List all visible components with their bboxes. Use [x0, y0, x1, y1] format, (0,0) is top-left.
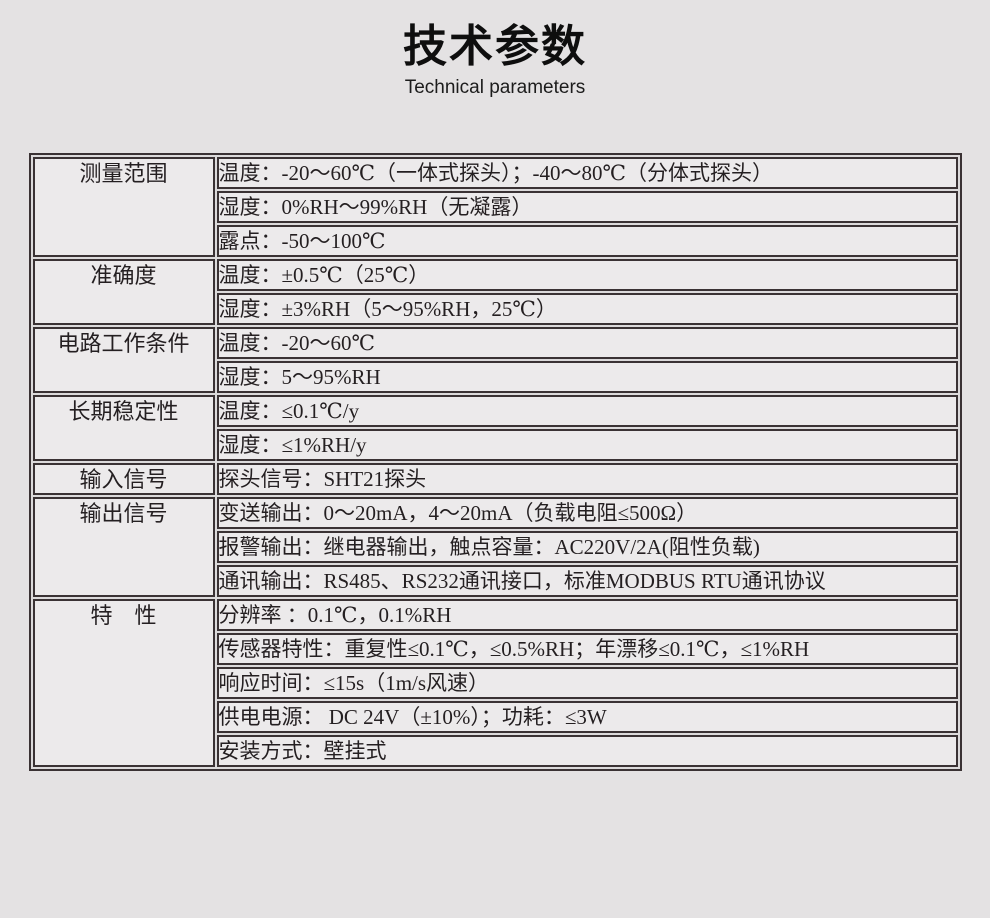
param-value-cell: 安装方式：壁挂式: [216, 734, 958, 767]
table-row: 安装方式：壁挂式: [33, 734, 958, 767]
param-group-label-text: 准确度: [90, 262, 157, 288]
param-group-label-text: 测量范围: [79, 160, 168, 186]
param-value-cell: 湿度：±3%RH（5～95%RH，25℃）: [216, 292, 958, 325]
page-subtitle: Technical parameters: [404, 76, 586, 98]
table-row: 准确度 温度：±0.5℃（25℃）: [32, 258, 958, 325]
table-row: 测量范围 温度：-20～60℃（一体式探头）；-40～80℃（分体式探头）: [32, 156, 958, 257]
param-group-label-text: 长期稳定性: [68, 398, 179, 424]
param-group-label: 输出信号: [32, 496, 215, 597]
table-row: 报警输出：继电器输出，触点容量：AC220V/2A(阻性负载): [33, 530, 958, 563]
table-row: 特 性 分辨率 ：0.1℃，0.1%RH: [32, 598, 958, 767]
param-group-label-text: 输出信号: [79, 500, 168, 526]
table-row: 供电电源： DC 24V（±10%）；功耗：≤3W: [33, 700, 958, 733]
param-group-label: 输入信号: [32, 462, 215, 495]
table-row: 响应时间：≤15s（1m/s风速）: [33, 666, 958, 699]
tech-params-table-body: 测量范围 温度：-20～60℃（一体式探头）；-40～80℃（分体式探头） 湿度：0…: [32, 156, 958, 767]
param-value-cell: 温度：-20～60℃（一体式探头）；-40～80℃（分体式探头）: [216, 156, 958, 189]
tech-params-table: 测量范围 温度：-20～60℃（一体式探头）；-40～80℃（分体式探头） 湿度：0…: [28, 152, 962, 771]
param-group-label: 测量范围: [32, 156, 215, 257]
table-row: 输出信号 变送输出：0～20mA，4～20mA（负载电阻≤500Ω）: [32, 496, 958, 597]
param-value-cell: 供电电源： DC 24V（±10%）；功耗：≤3W: [216, 700, 958, 733]
param-value-cell: 探头信号：SHT21探头: [216, 462, 958, 495]
param-group-label-text: 特 性: [90, 602, 157, 628]
param-group-label: 准确度: [32, 258, 215, 325]
table-row: 通讯输出：RS485、RS232通讯接口，标准MODBUS RTU通讯协议: [33, 564, 958, 597]
table-row: 输入信号 探头信号：SHT21探头: [32, 462, 958, 495]
param-value-cell: 传感器特性：重复性≤0.1℃，≤0.5%RH；年漂移≤0.1℃，≤1%RH: [216, 632, 958, 665]
param-value-cell: 湿度：0%RH～99%RH（无凝露）: [216, 190, 958, 223]
param-value-cell: 分辨率 ：0.1℃，0.1%RH: [216, 598, 958, 631]
table-row: 湿度：±3%RH（5～95%RH，25℃）: [33, 292, 958, 325]
param-value-cell: 温度：≤0.1℃/y: [216, 394, 958, 427]
param-value-cell: 湿度：5～95%RH: [216, 360, 958, 393]
param-group-label: 长期稳定性: [32, 394, 215, 461]
table-row: 湿度：5～95%RH: [33, 360, 958, 393]
page-header: 技术参数 Technical parameters: [0, 0, 990, 99]
param-value-cell: 报警输出：继电器输出，触点容量：AC220V/2A(阻性负载): [216, 530, 958, 563]
page-title: 技术参数: [403, 22, 587, 71]
param-group-label-text: 电路工作条件: [57, 330, 190, 356]
param-value-cell: 变送输出：0～20mA，4～20mA（负载电阻≤500Ω）: [216, 496, 958, 529]
table-row: 露点：-50～100℃: [33, 224, 958, 257]
param-value-cell: 温度：±0.5℃（25℃）: [216, 258, 958, 291]
param-group-label: 电路工作条件: [32, 326, 215, 393]
param-group-label-text: 输入信号: [79, 466, 168, 492]
param-group-label: 特 性: [32, 598, 215, 767]
param-value-cell: 通讯输出：RS485、RS232通讯接口，标准MODBUS RTU通讯协议: [216, 564, 958, 597]
param-value-cell: 温度：-20～60℃: [216, 326, 958, 359]
table-row: 湿度：≤1%RH/y: [33, 428, 958, 461]
param-value-cell: 露点：-50～100℃: [216, 224, 958, 257]
table-row: 传感器特性：重复性≤0.1℃，≤0.5%RH；年漂移≤0.1℃，≤1%RH: [33, 632, 958, 665]
table-row: 长期稳定性 温度：≤0.1℃/y: [32, 394, 958, 461]
table-row: 湿度：0%RH～99%RH（无凝露）: [33, 190, 958, 223]
param-value-cell: 响应时间：≤15s（1m/s风速）: [216, 666, 958, 699]
table-row: 电路工作条件 温度：-20～60℃: [32, 326, 958, 393]
param-value-cell: 湿度：≤1%RH/y: [216, 428, 958, 461]
